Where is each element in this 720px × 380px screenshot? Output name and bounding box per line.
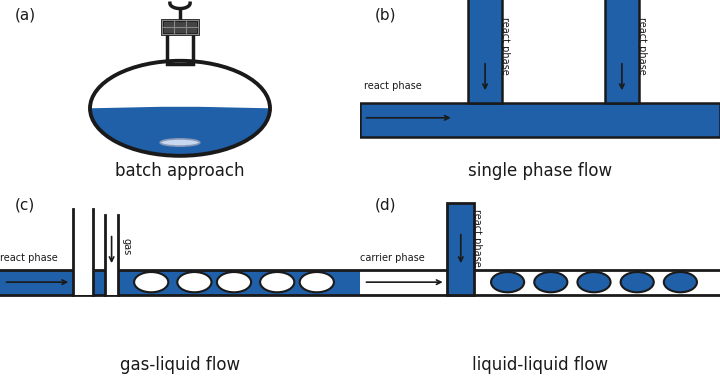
Ellipse shape [577, 272, 611, 292]
Text: react phase: react phase [472, 209, 482, 267]
Text: react phase: react phase [364, 81, 421, 91]
FancyBboxPatch shape [73, 209, 93, 294]
FancyBboxPatch shape [105, 215, 118, 294]
Text: (d): (d) [374, 198, 396, 212]
Text: batch approach: batch approach [115, 163, 245, 180]
Ellipse shape [664, 272, 697, 292]
Ellipse shape [217, 272, 251, 292]
FancyBboxPatch shape [468, 0, 503, 103]
FancyBboxPatch shape [162, 20, 198, 34]
Ellipse shape [621, 272, 654, 292]
FancyBboxPatch shape [447, 203, 474, 294]
Text: react phase: react phase [636, 17, 647, 75]
FancyBboxPatch shape [605, 0, 639, 103]
FancyBboxPatch shape [167, 32, 193, 63]
Ellipse shape [134, 272, 168, 292]
Ellipse shape [260, 272, 294, 292]
Text: single phase flow: single phase flow [468, 163, 612, 180]
Text: (a): (a) [14, 8, 35, 22]
Text: gas: gas [122, 238, 132, 255]
Text: carrier phase: carrier phase [360, 253, 425, 263]
Polygon shape [90, 61, 270, 108]
Text: react phase: react phase [500, 17, 510, 75]
FancyBboxPatch shape [0, 270, 360, 295]
Text: (c): (c) [14, 198, 35, 212]
Ellipse shape [491, 272, 524, 292]
Text: (b): (b) [374, 8, 396, 22]
FancyBboxPatch shape [360, 270, 720, 295]
Text: gas-liquid flow: gas-liquid flow [120, 356, 240, 374]
Text: liquid-liquid flow: liquid-liquid flow [472, 356, 608, 374]
Ellipse shape [160, 139, 200, 146]
FancyBboxPatch shape [360, 103, 720, 137]
Text: react phase: react phase [0, 253, 58, 263]
Circle shape [90, 61, 270, 156]
Ellipse shape [177, 272, 212, 292]
Ellipse shape [534, 272, 567, 292]
Ellipse shape [300, 272, 334, 292]
